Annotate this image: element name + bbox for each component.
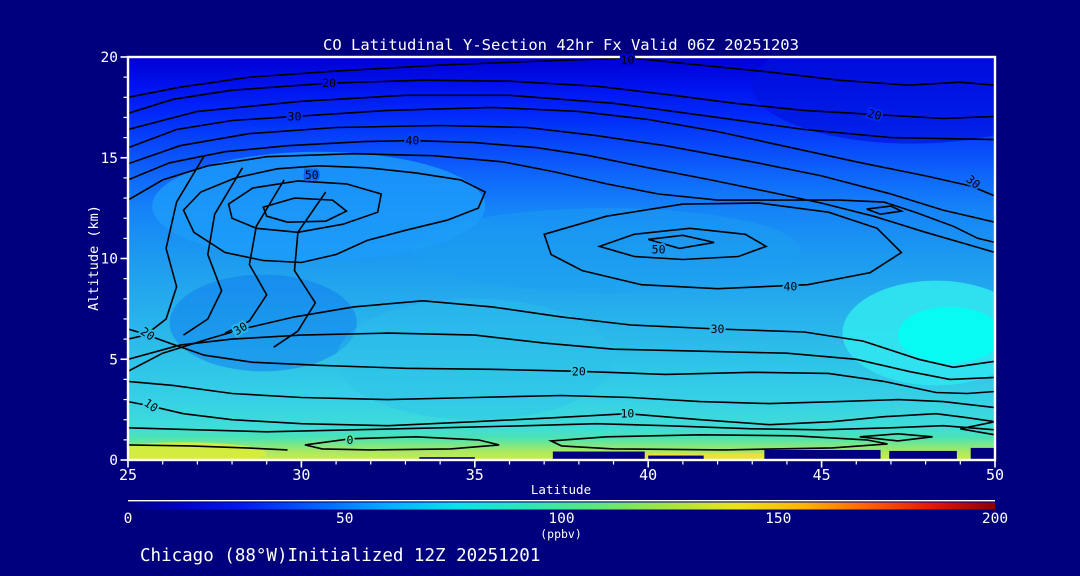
colorbar-tick-labels: 0 50 100 150 200: [124, 511, 1008, 527]
fill-patch: [412, 208, 801, 293]
colorbar-unit: (ppbv): [540, 527, 582, 541]
contour-line-50: [596, 227, 768, 261]
y-tick-label: 15: [101, 151, 118, 167]
contour-line-30: [273, 191, 327, 348]
chart-title: CO Latitudinal Y-Section 42hr Fx Valid 0…: [323, 36, 799, 54]
contour-line-layer: [128, 57, 995, 451]
contour-label-0: 0: [346, 433, 353, 447]
contour-label-40: 40: [405, 134, 419, 148]
contour-label-10: 10: [620, 407, 634, 421]
contour-line-60: [262, 197, 348, 224]
contour-label-20: 20: [866, 106, 883, 123]
fill-patch: [897, 306, 995, 364]
contour-line-5: [128, 422, 995, 433]
x-axis-label: Latitude: [531, 482, 591, 497]
fill-patch: [752, 57, 995, 144]
contour-line-35: [224, 179, 285, 334]
y-axis-label: Altitude (km): [86, 205, 102, 311]
contour-line-15: [128, 380, 995, 409]
contour-label-50: 50: [652, 242, 666, 256]
colorbar-gradient: [128, 502, 995, 510]
colorbar-top-rule: [128, 500, 995, 502]
contour-label-50: 50: [305, 168, 319, 182]
x-tick-label: 30: [292, 466, 310, 484]
plot-frame: [126, 55, 997, 462]
colorbar-tick-label: 0: [124, 511, 133, 527]
footer-caption: Chicago (88°W)Initialized 12Z 20251201: [140, 546, 540, 566]
contour-line-30: [128, 299, 995, 373]
contour-line-40: [543, 202, 903, 290]
fill-patch: [336, 298, 614, 420]
terrain-notch: [889, 450, 957, 460]
contour-label-20: 20: [322, 76, 336, 90]
y-tick-label: 20: [101, 50, 118, 66]
contour-label-30: 30: [288, 109, 302, 123]
x-tick-label: 25: [119, 466, 137, 484]
x-tick-label: 45: [813, 466, 831, 484]
terrain-notch: [419, 457, 475, 460]
contour-line-40: [128, 139, 995, 254]
colorbar-tick-label: 50: [336, 511, 353, 527]
terrain-notch: [764, 449, 881, 460]
y-tick-label: 0: [109, 453, 118, 469]
colorbar-tick-label: 200: [982, 511, 1008, 527]
contour-line-25: [128, 94, 995, 141]
contour-line-0: [548, 433, 888, 451]
contour-line-20: [128, 328, 995, 395]
axis-tick-layer: 25 30 35 40 45 50 0 5 10 15 20: [101, 50, 1005, 484]
terrain-notch: [648, 455, 704, 460]
contour-line-45: [866, 205, 905, 216]
x-tick-label: 50: [986, 466, 1004, 484]
contour-label-10: 10: [620, 53, 634, 67]
contour-line-40: [183, 167, 244, 336]
contour-line-20: [128, 79, 995, 120]
contour-label-20: 20: [572, 364, 586, 378]
contour-line-0: [859, 432, 933, 442]
contour-line-0: [960, 420, 995, 436]
fill-patch: [169, 274, 357, 372]
y-tick-label: 5: [109, 352, 118, 368]
colorbar-tick-label: 150: [765, 511, 791, 527]
contour-label-40: 40: [783, 280, 797, 294]
terrain-notch: [970, 447, 995, 460]
contour-line-55: [647, 234, 715, 250]
contour-fill-layer: [128, 57, 995, 460]
colorbar-tick-label: 100: [548, 511, 574, 527]
contour-line-0: [128, 444, 288, 451]
contour-line-25: [128, 332, 995, 381]
contour-line-35: [128, 124, 995, 223]
x-tick-label: 35: [466, 466, 484, 484]
contour-line-10: [128, 400, 995, 427]
x-tick-label: 40: [639, 466, 657, 484]
fill-patch: [599, 453, 850, 460]
contour-line-30: [128, 106, 995, 197]
contour-label-30: 30: [711, 322, 725, 336]
y-tick-label: 10: [101, 252, 118, 268]
terrain-notch: [552, 451, 645, 460]
contour-line-0: [304, 435, 500, 451]
contour-line-45: [128, 152, 995, 244]
